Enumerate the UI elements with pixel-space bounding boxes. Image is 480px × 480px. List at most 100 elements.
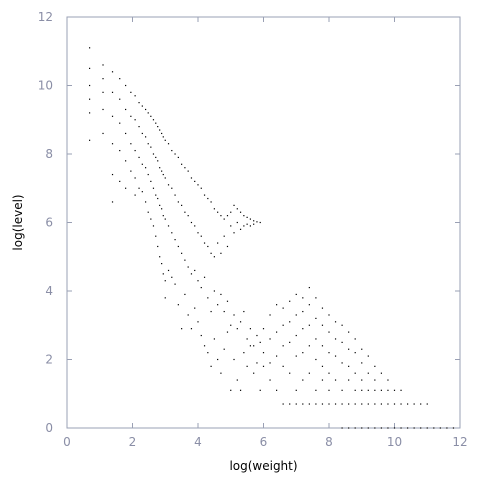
data-point: [102, 78, 104, 80]
data-point: [308, 286, 310, 289]
data-point: [125, 187, 127, 189]
data-point: [289, 300, 291, 302]
data-point: [295, 389, 297, 391]
data-point: [145, 136, 147, 138]
data-point: [407, 427, 409, 429]
data-point: [159, 256, 161, 258]
data-point: [134, 149, 136, 152]
data-point: [187, 314, 189, 316]
data-point: [259, 341, 261, 343]
data-point: [400, 389, 402, 391]
data-point: [348, 348, 350, 350]
data-point: [239, 211, 242, 213]
data-point: [269, 338, 271, 340]
data-point: [200, 235, 202, 237]
data-point: [256, 362, 258, 364]
data-point: [361, 379, 363, 381]
data-point: [138, 187, 140, 189]
data-point: [88, 47, 91, 49]
data-point: [174, 283, 176, 285]
data-point: [308, 304, 310, 306]
data-point: [223, 235, 225, 237]
y-tick-label: 4: [45, 284, 53, 298]
data-point: [190, 273, 193, 275]
data-point: [217, 242, 219, 244]
data-point: [125, 84, 127, 87]
data-point: [152, 119, 155, 121]
data-point: [88, 67, 91, 69]
data-point: [150, 115, 152, 117]
data-point: [295, 355, 297, 357]
data-point: [226, 215, 229, 217]
data-point: [102, 132, 104, 135]
data-point: [262, 328, 265, 330]
data-point: [213, 290, 215, 292]
data-point: [226, 300, 229, 302]
data-point: [213, 338, 215, 340]
data-point: [256, 334, 258, 337]
data-point: [217, 358, 219, 361]
data-point: [315, 317, 317, 319]
data-point: [302, 379, 304, 381]
data-point: [413, 403, 415, 405]
data-point: [387, 389, 389, 391]
data-point: [302, 328, 304, 330]
data-point: [259, 221, 261, 224]
data-point: [243, 310, 245, 313]
data-point: [315, 403, 317, 405]
data-point: [177, 304, 179, 306]
x-tick-label: 10: [387, 435, 402, 449]
data-point: [236, 208, 238, 210]
data-point: [433, 427, 435, 429]
data-point: [321, 379, 324, 381]
data-point: [230, 389, 232, 391]
data-point: [328, 331, 330, 333]
data-point: [315, 297, 317, 299]
data-point: [367, 389, 369, 391]
data-point: [341, 427, 343, 429]
data-point: [276, 389, 278, 391]
data-point: [102, 108, 104, 111]
y-tick-label: 10: [38, 79, 53, 93]
data-point: [393, 427, 396, 429]
data-point: [194, 180, 196, 182]
data-point: [302, 297, 304, 299]
data-point: [380, 389, 382, 391]
y-tick-label: 8: [45, 147, 53, 161]
data-point: [194, 269, 196, 272]
data-point: [125, 108, 127, 111]
data-point: [200, 187, 202, 189]
data-point: [213, 256, 215, 258]
data-point: [194, 225, 196, 227]
data-point: [119, 78, 121, 80]
data-point: [187, 170, 189, 172]
data-point: [203, 242, 206, 244]
data-point: [321, 365, 324, 367]
data-point: [239, 321, 242, 323]
data-point: [164, 280, 166, 282]
data-point: [282, 403, 284, 405]
data-point: [161, 208, 163, 210]
data-point: [253, 223, 255, 225]
data-point: [341, 324, 343, 326]
data-point: [130, 170, 132, 172]
data-point: [197, 280, 199, 282]
data-point: [262, 352, 265, 354]
data-point: [152, 225, 155, 227]
data-point: [236, 379, 238, 381]
data-point: [210, 310, 212, 313]
data-point: [334, 321, 337, 323]
data-point: [125, 132, 127, 135]
data-point: [374, 365, 376, 367]
data-point: [171, 232, 173, 234]
data-point: [295, 314, 297, 316]
data-point: [321, 345, 324, 347]
data-point: [203, 276, 206, 278]
data-point: [177, 201, 179, 203]
data-point: [387, 379, 389, 381]
data-point: [174, 153, 176, 155]
data-point: [207, 197, 209, 200]
data-point: [161, 170, 163, 172]
data-point: [152, 153, 155, 155]
